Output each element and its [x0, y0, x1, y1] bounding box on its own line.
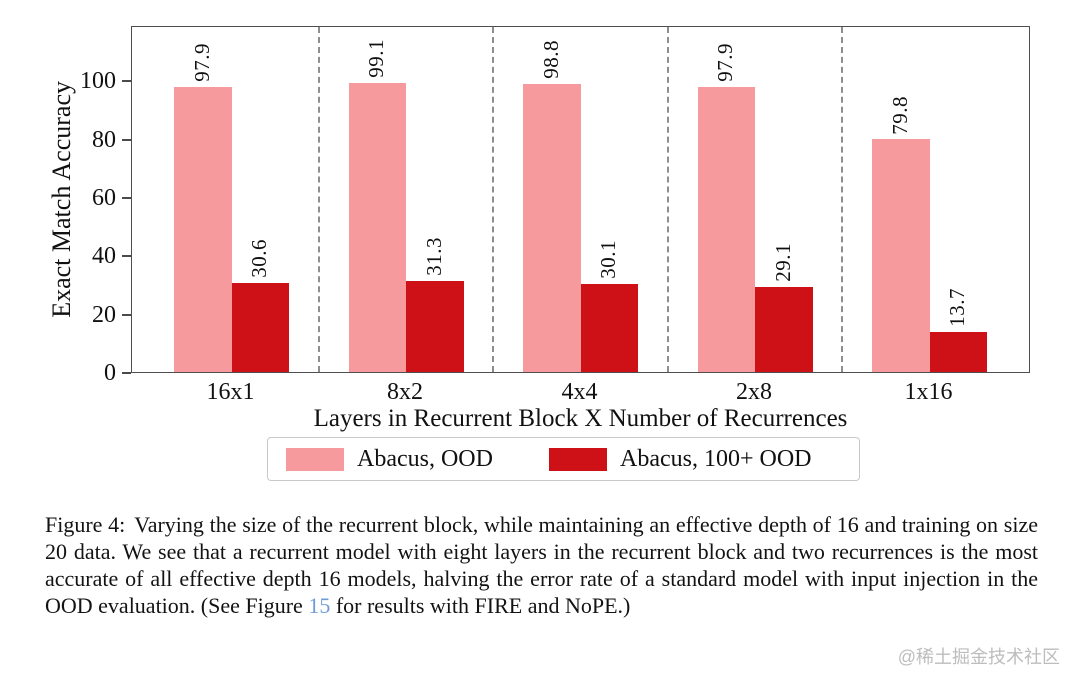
group-separator-line: [492, 27, 495, 372]
bar-abacus-ood-8x2: [348, 83, 406, 372]
bar-abacus-ood-4x4: [523, 83, 581, 372]
bar-value-label: 30.1: [596, 240, 621, 280]
legend-item-abacus-ood: Abacus, OOD: [286, 446, 493, 473]
x-tick-label: 4x4: [561, 379, 598, 405]
legend-label-abacus-ood: Abacus, OOD: [357, 445, 493, 472]
x-tick-label: 1x16: [904, 379, 953, 405]
bar-abacus-100-ood-1x16: [929, 332, 987, 372]
figure-label: Figure 4:: [45, 512, 126, 537]
bar-abacus-ood-16x1: [174, 86, 232, 372]
bar-value-label: 98.8: [538, 40, 563, 79]
bar-abacus-100-ood-4x4: [580, 284, 638, 372]
bar-abacus-100-ood-8x2: [406, 280, 464, 372]
figure-15-link[interactable]: 15: [308, 593, 331, 618]
x-tick-label: 8x2: [387, 379, 423, 405]
legend-item-abacus-100-ood: Abacus, 100+ OOD: [548, 445, 812, 473]
bar-value-label: 99.1: [364, 39, 389, 79]
legend-label-abacus-100-ood: Abacus, 100+ OOD: [619, 445, 812, 472]
group-separator-line: [841, 27, 844, 372]
bar-abacus-100-ood-2x8: [755, 287, 813, 372]
x-tick-label: 16x1: [206, 379, 255, 405]
x-axis-title: Layers in Recurrent Block X Number of Re…: [313, 405, 848, 432]
caption-text-after: for results with FIRE and NoPE.): [330, 593, 631, 618]
legend: Abacus, OOD Abacus, 100+ OOD: [267, 437, 860, 481]
y-tick-label: 40: [92, 243, 116, 270]
plot-area: 97.9 99.1 98.8 97.9 79.8 30.6 31.3 30.1 29.1 13.7: [131, 26, 1030, 373]
figure-caption: Figure 4: Varying the size of the recurre…: [45, 511, 1038, 619]
bar-abacus-ood-2x8: [697, 86, 755, 372]
y-tick-label: 100: [80, 68, 116, 95]
y-tick-mark: [122, 313, 131, 316]
bar-value-label: 97.9: [713, 42, 738, 82]
bar-abacus-100-ood-16x1: [231, 282, 289, 372]
bar-value-label: 29.1: [770, 243, 795, 283]
y-tick-mark: [122, 138, 131, 141]
bar-value-label: 79.8: [887, 95, 912, 135]
watermark: @稀土掘金技术社区: [897, 647, 1060, 667]
y-tick-label: 0: [104, 360, 116, 386]
y-tick-mark: [122, 197, 131, 200]
y-tick-label: 20: [92, 301, 116, 328]
group-separator-line: [666, 27, 669, 372]
y-tick-mark: [122, 255, 131, 258]
y-tick-mark: [122, 80, 131, 83]
bar-value-label: 97.9: [189, 42, 214, 82]
legend-swatch-red: [548, 447, 607, 471]
y-tick-mark: [122, 372, 131, 374]
bar-abacus-ood-1x16: [872, 139, 930, 372]
bar-value-label: 30.6: [247, 239, 272, 278]
y-tick-label: 60: [92, 185, 116, 212]
caption-text-before: Varying the size of the recurrent block,…: [45, 512, 1038, 618]
legend-swatch-pink: [286, 447, 344, 471]
x-tick-label: 2x8: [736, 379, 772, 405]
bar-value-label: 31.3: [421, 236, 446, 276]
y-tick-label: 80: [92, 126, 116, 153]
bar-value-label: 13.7: [945, 288, 970, 328]
group-separator-line: [317, 27, 320, 372]
